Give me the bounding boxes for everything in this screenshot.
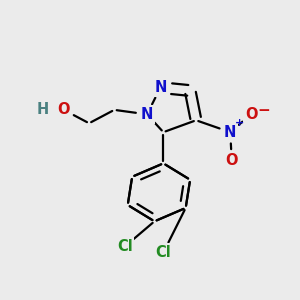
Text: Cl: Cl [155,245,171,260]
Text: O: O [245,107,257,122]
Text: +: + [235,118,244,128]
Text: Cl: Cl [117,239,133,254]
Text: O: O [226,153,238,168]
Text: N: N [224,125,236,140]
Text: H: H [37,102,49,117]
Text: N: N [141,107,153,122]
Text: −: − [257,103,270,118]
Text: O: O [58,102,70,117]
Text: N: N [154,80,167,95]
